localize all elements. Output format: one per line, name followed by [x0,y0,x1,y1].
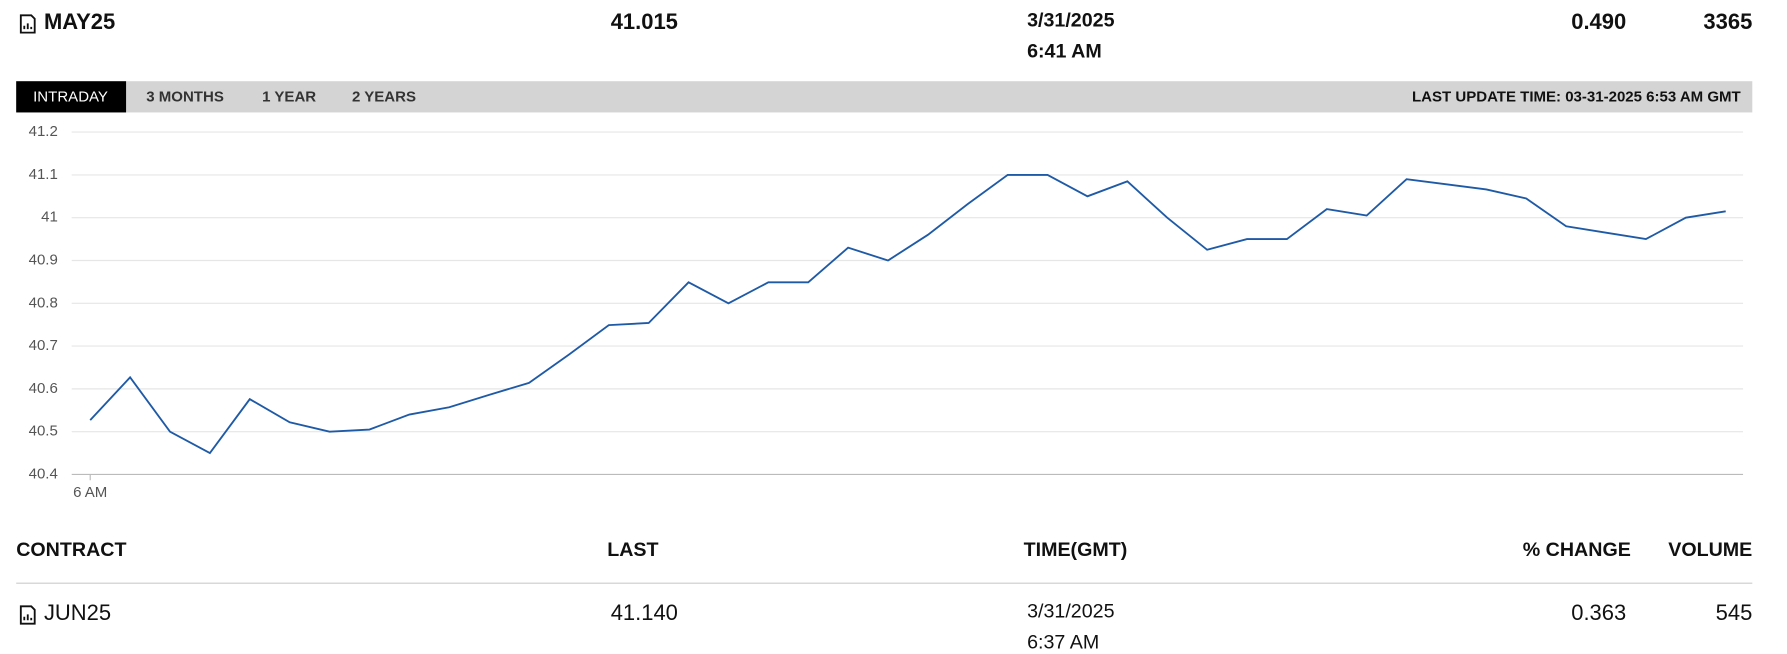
x-tick-label: 6 AM [73,484,107,501]
column-header: % CHANGE [1523,539,1631,561]
chart: 40.4 40.5 40.6 40.7 40.8 40.9 41 41.1 41.2 6 AM [29,123,1744,501]
date: 3/31/2025 [1027,9,1115,31]
doc-icon [19,605,36,625]
cell: 545 [1716,600,1753,625]
tab-bar [16,81,1753,113]
column-header: CONTRACT [16,539,126,561]
time: 6:41 AM [1027,40,1102,62]
doc-icon [19,14,36,34]
last-price: 41.015 [611,9,678,34]
column-header: TIME(GMT) [1024,539,1128,561]
y-tick-label: 40.4 [29,465,58,482]
cell: 6:37 AM [1027,632,1099,654]
last-update: LAST UPDATE TIME: 03-31-2025 6:53 AM GMT [1412,88,1742,105]
cell: 3/31/2025 [1027,600,1115,622]
y-tick-label: 41.1 [29,166,58,183]
price-line [89,173,1726,455]
contract: MAY25 [44,9,115,34]
tab[interactable]: 3 MONTHS [146,88,224,105]
tab[interactable]: 1 YEAR [262,88,316,105]
y-tick-label: 40.9 [29,251,58,268]
y-tick-label: 40.7 [29,337,58,354]
volume: 3365 [1703,9,1752,34]
change: 0.490 [1571,9,1626,34]
y-tick-label: 40.8 [29,294,58,311]
y-tick-label: 41.2 [29,123,58,140]
cell: 41.140 [611,600,678,625]
y-tick-label: 41 [41,209,58,226]
y-tick-label: 40.6 [29,380,58,397]
active-tab-bg [16,81,127,113]
y-tick-label: 40.5 [29,423,58,440]
column-header: LAST [607,539,658,561]
tab[interactable]: 2 YEARS [352,88,416,105]
tab[interactable]: INTRADAY [33,88,108,105]
cell: JUN25 [44,600,111,625]
column-header: VOLUME [1668,539,1752,561]
cell: 0.363 [1571,600,1626,625]
